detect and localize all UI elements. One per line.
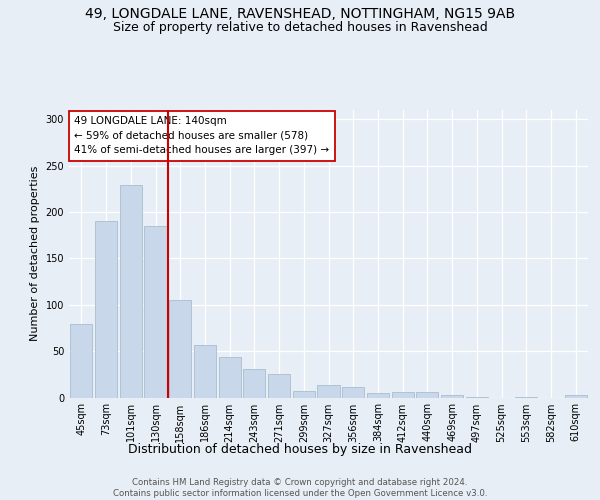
Bar (243, 369, 265, 398)
Bar (194, 344, 216, 398)
Text: 49 LONGDALE LANE: 140sqm
← 59% of detached houses are smaller (578)
41% of semi-: 49 LONGDALE LANE: 140sqm ← 59% of detach… (74, 116, 329, 156)
Bar (342, 388, 364, 398)
Bar (293, 391, 315, 398)
Bar (416, 392, 439, 398)
Y-axis label: Number of detached properties: Number of detached properties (30, 166, 40, 342)
Bar (441, 394, 463, 398)
Bar (70, 324, 92, 398)
Bar (515, 396, 538, 398)
Bar (218, 356, 241, 398)
Bar (95, 222, 117, 398)
Bar (317, 386, 340, 398)
Text: Distribution of detached houses by size in Ravenshead: Distribution of detached houses by size … (128, 442, 472, 456)
Text: Contains HM Land Registry data © Crown copyright and database right 2024.
Contai: Contains HM Land Registry data © Crown c… (113, 478, 487, 498)
Bar (565, 394, 587, 398)
Bar (119, 185, 142, 398)
Bar (367, 393, 389, 398)
Bar (392, 392, 414, 398)
Bar (145, 226, 167, 398)
Bar (466, 396, 488, 398)
Bar (268, 374, 290, 398)
Text: Size of property relative to detached houses in Ravenshead: Size of property relative to detached ho… (113, 21, 487, 34)
Bar (169, 300, 191, 398)
Text: 49, LONGDALE LANE, RAVENSHEAD, NOTTINGHAM, NG15 9AB: 49, LONGDALE LANE, RAVENSHEAD, NOTTINGHA… (85, 8, 515, 22)
